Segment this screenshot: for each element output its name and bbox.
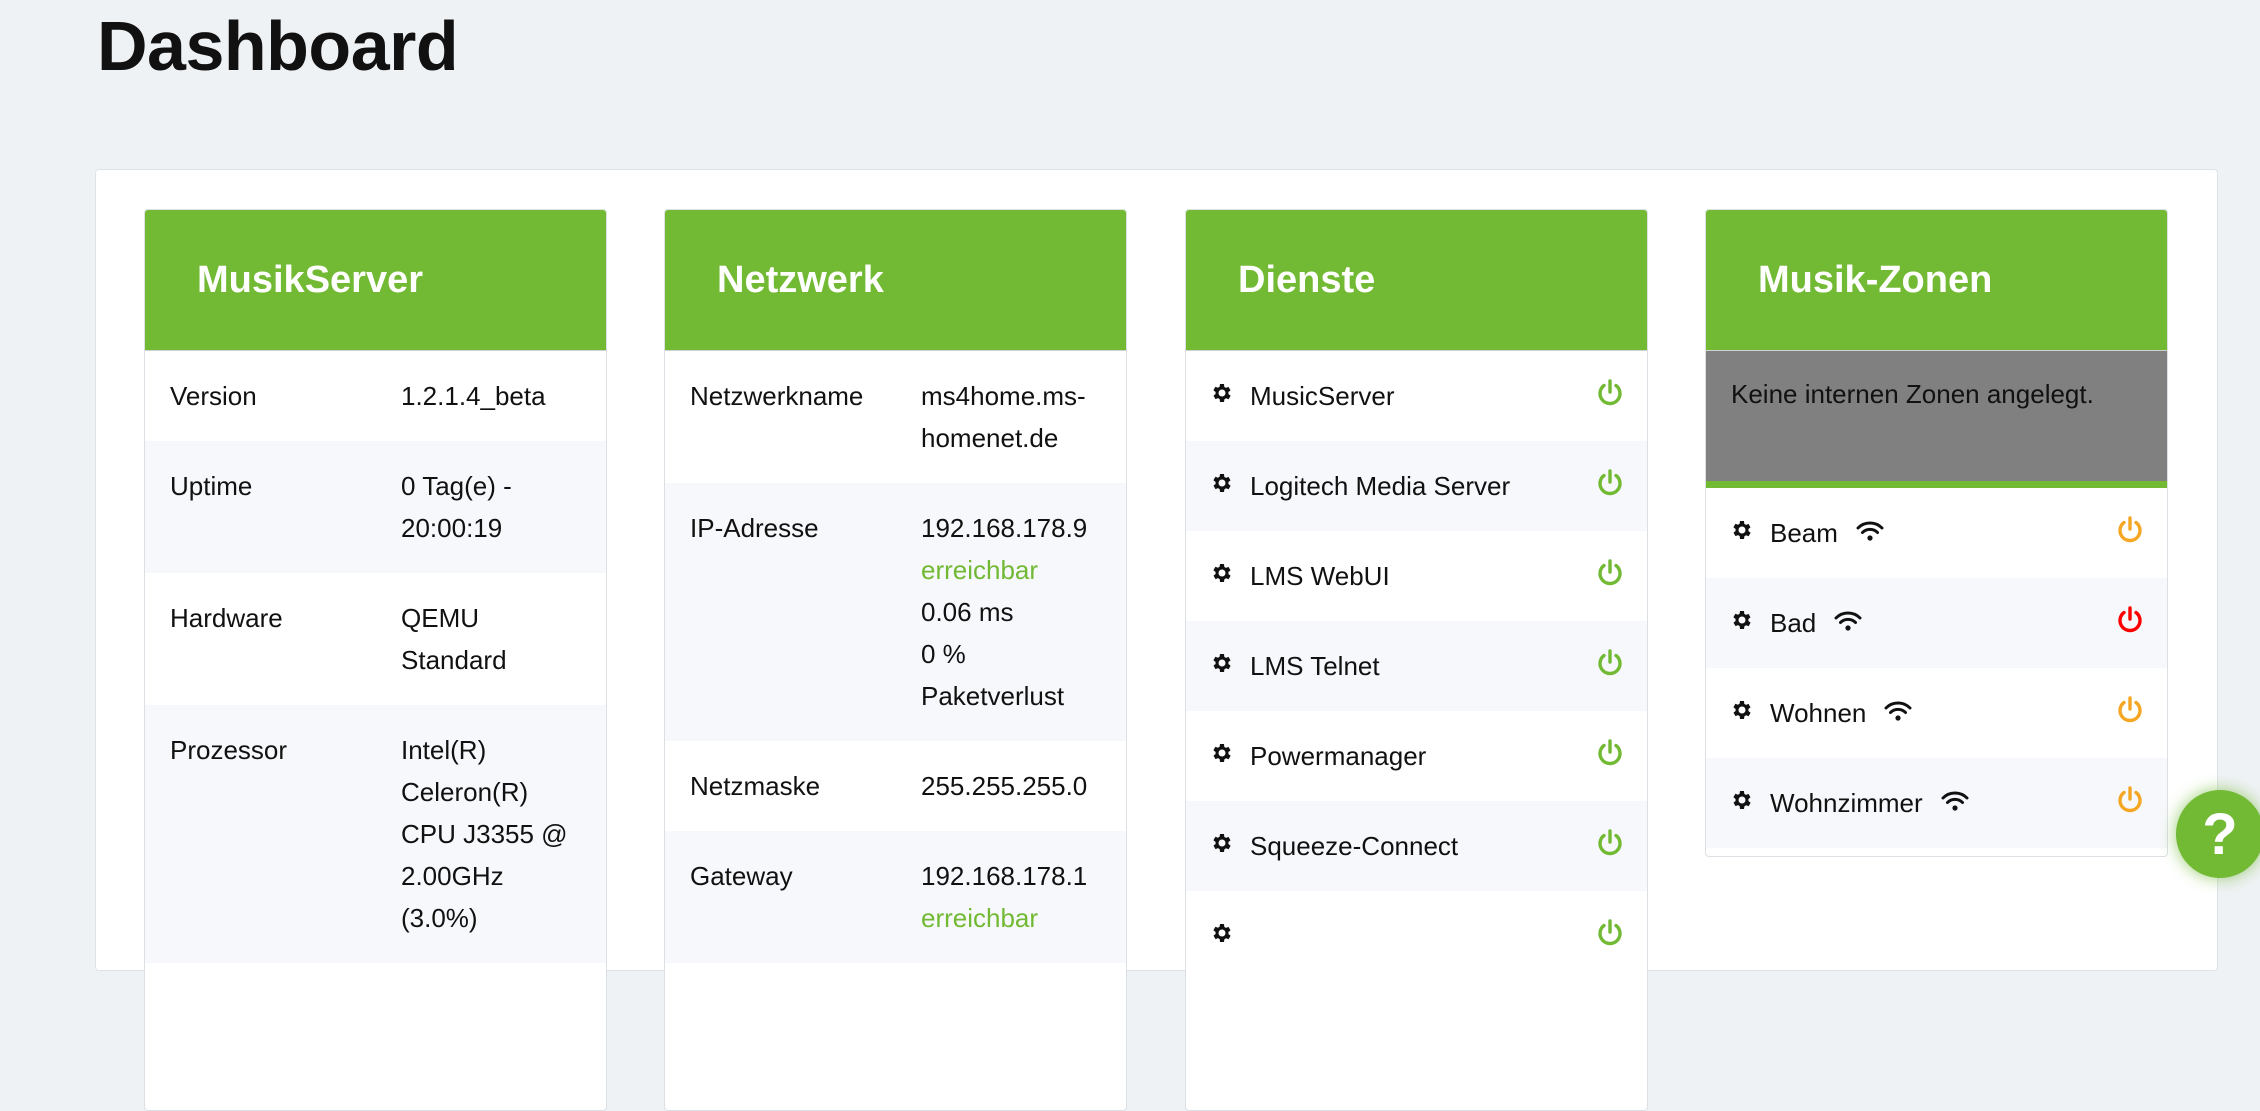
value-text: ms4home.ms-homenet.de [921,381,1086,453]
card-title: Musik-Zonen [1706,210,2167,351]
no-zones-notice: Keine internen Zonen angelegt. [1706,351,2167,488]
zone-item: Wohnzimmer [1706,758,2167,848]
info-row: Version 1.2.1.4_beta [145,351,606,441]
power-icon[interactable] [2115,605,2145,642]
value-text: 0 Tag(e) - 20:00:19 [401,471,512,543]
gear-icon[interactable] [1210,381,1234,412]
gear-icon[interactable] [1210,471,1234,502]
zone-item: Wohnen [1706,668,2167,758]
card-musikserver: MusikServer Version 1.2.1.4_beta Uptime 0 T… [144,209,607,1111]
info-label: Prozessor [170,735,288,765]
info-value: ms4home.ms-homenet.de [921,375,1101,459]
info-value: 0 Tag(e) - 20:00:19 [401,465,581,549]
power-icon[interactable] [1595,378,1625,415]
info-label: Uptime [170,471,253,501]
zone-item: Beam [1706,488,2167,578]
wifi-icon [1923,788,1969,819]
gear-icon[interactable] [1210,831,1234,862]
service-item: MusicServer [1186,351,1647,441]
power-icon[interactable] [1595,738,1625,775]
info-value: QEMU Standard [401,597,581,681]
item-name: MusicServer [1250,380,1395,411]
value-text: 192.168.178.9 [921,513,1088,543]
info-label: Gateway [690,861,793,891]
gear-icon[interactable] [1210,561,1234,592]
power-icon[interactable] [2115,785,2145,822]
info-row: Gateway 192.168.178.1 erreichbar [665,831,1126,963]
power-icon[interactable] [1595,468,1625,505]
value-detail: 0 % Paketverlust [921,639,1065,711]
value-text: 255.255.255.0 [921,771,1088,801]
value-text: 192.168.178.1 [921,861,1088,891]
info-value: 192.168.178.9 erreichbar 0.06 ms 0 % Paketv… [921,507,1101,717]
info-label: IP-Adresse [690,513,819,543]
value-detail: 0.06 ms [921,597,1014,627]
info-label: Netzwerkname [690,381,864,411]
item-name: Wohnzimmer [1770,787,1923,818]
value-text: Intel(R) Celeron(R) CPU J3355 @ 2.00GHz … [401,735,568,933]
page-title: Dashboard [97,7,459,85]
power-icon[interactable] [2115,515,2145,552]
info-row: IP-Adresse 192.168.178.9 erreichbar 0.06 ms… [665,483,1126,741]
item-name: Logitech Media Server [1250,470,1511,501]
gear-icon[interactable] [1210,921,1234,952]
info-value: 192.168.178.1 erreichbar [921,855,1101,939]
info-label: Hardware [170,603,283,633]
card-musik-zonen: Musik-Zonen Keine internen Zonen angeleg… [1705,209,2168,857]
help-button[interactable]: ? [2176,790,2260,878]
wifi-icon [1866,698,1912,729]
gear-icon[interactable] [1210,651,1234,682]
gear-icon[interactable] [1730,788,1754,819]
info-row: Hardware QEMU Standard [145,573,606,705]
card-title: Dienste [1186,210,1647,351]
service-item: LMS WebUI [1186,531,1647,621]
service-item [1186,891,1647,981]
power-icon[interactable] [1595,648,1625,685]
item-name: Powermanager [1250,740,1427,771]
card-title: MusikServer [145,210,606,351]
info-label: Version [170,381,257,411]
gear-icon[interactable] [1730,698,1754,729]
item-name: LMS Telnet [1250,650,1380,681]
zone-item: Bad [1706,578,2167,668]
service-item: Squeeze-Connect [1186,801,1647,891]
power-icon[interactable] [1595,918,1625,955]
service-item: Logitech Media Server [1186,441,1647,531]
info-row: Netzwerkname ms4home.ms-homenet.de [665,351,1126,483]
wifi-icon [1838,518,1884,549]
gear-icon[interactable] [1730,608,1754,639]
power-icon[interactable] [1595,828,1625,865]
card-netzwerk: Netzwerk Netzwerkname ms4home.ms-homenet.… [664,209,1127,1111]
service-item: Powermanager [1186,711,1647,801]
power-icon[interactable] [1595,558,1625,595]
item-name: LMS WebUI [1250,560,1390,591]
item-name: Wohnen [1770,697,1867,728]
value-text: 1.2.1.4_beta [401,381,546,411]
gear-icon[interactable] [1210,741,1234,772]
card-title: Netzwerk [665,210,1126,351]
info-row: Prozessor Intel(R) Celeron(R) CPU J3355 @… [145,705,606,963]
power-icon[interactable] [2115,695,2145,732]
info-label: Netzmaske [690,771,821,801]
info-value: Intel(R) Celeron(R) CPU J3355 @ 2.00GHz … [401,729,581,939]
status-reachable: erreichbar [921,903,1039,933]
value-text: QEMU Standard [401,603,507,675]
info-row: Uptime 0 Tag(e) - 20:00:19 [145,441,606,573]
item-name: Beam [1770,517,1838,548]
item-name: Squeeze-Connect [1250,830,1459,861]
item-name: Bad [1770,607,1817,638]
info-value: 1.2.1.4_beta [401,375,581,417]
card-dienste: Dienste MusicServer Logitech Media Server… [1185,209,1648,1111]
info-row: Netzmaske 255.255.255.0 [665,741,1126,831]
status-reachable: erreichbar [921,555,1039,585]
info-value: 255.255.255.0 [921,765,1101,807]
wifi-icon [1816,608,1862,639]
gear-icon[interactable] [1730,518,1754,549]
service-item: LMS Telnet [1186,621,1647,711]
